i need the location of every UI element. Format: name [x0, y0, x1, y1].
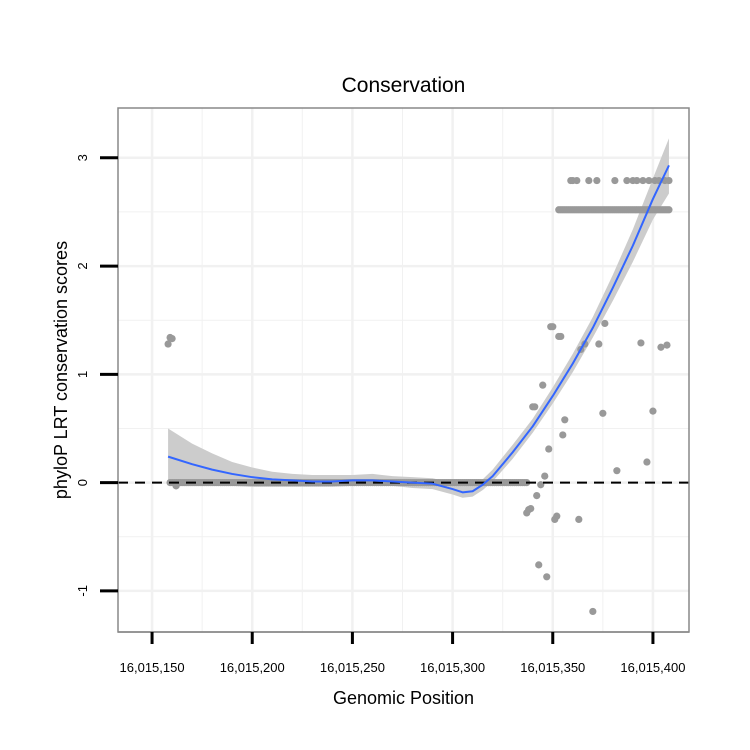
data-point [639, 176, 647, 185]
panel-background [118, 108, 689, 632]
data-point [633, 176, 641, 185]
data-point [663, 341, 671, 349]
data-point [541, 472, 549, 480]
y-tick-label: 0 [75, 479, 90, 486]
data-point [623, 176, 631, 185]
data-point [172, 482, 180, 490]
smooth-line [167, 164, 670, 494]
data-point [527, 504, 535, 513]
data-point [649, 407, 657, 415]
data-point [595, 340, 603, 348]
data-point [657, 343, 665, 351]
y-tick-label: 2 [75, 262, 90, 269]
y-tick-label: 1 [75, 371, 90, 378]
x-axis: 16,015,150 16,015,200 16,015,250 16,015,300… [118, 631, 689, 675]
data-point [643, 458, 651, 466]
plot-panel [117, 107, 690, 633]
x-axis-label: Genomic Position [333, 688, 474, 708]
x-tick-label: 16,015,350 [520, 660, 585, 675]
data-point [561, 416, 569, 424]
y-axis: -1 0 1 2 3 [75, 154, 118, 597]
data-point [665, 206, 673, 214]
data-point [543, 573, 551, 581]
data-point [535, 561, 543, 569]
y-ticks: -1 0 1 2 3 [75, 154, 118, 597]
data-point [601, 319, 609, 328]
data-point [573, 176, 581, 185]
data-point [164, 340, 172, 348]
data-point [545, 445, 553, 453]
x-tick-label: 16,015,300 [420, 660, 485, 675]
data-point [645, 176, 653, 185]
y-tick-label: -1 [75, 585, 90, 597]
x-tick-label: 16,015,250 [320, 660, 385, 675]
y-tick-label: 3 [75, 154, 90, 161]
data-point [637, 339, 645, 347]
data-point [531, 403, 539, 411]
data-point [553, 512, 561, 520]
data-point [557, 332, 565, 341]
x-tick-label: 16,015,150 [120, 660, 185, 675]
x-tick-label: 16,015,400 [620, 660, 685, 675]
data-point [533, 491, 541, 500]
data-point [599, 409, 607, 417]
chart-title: Conservation [342, 74, 466, 97]
y-axis-label: phyloP LRT conservation scores [51, 241, 71, 499]
data-point [665, 176, 673, 185]
data-point [593, 176, 601, 185]
data-point [537, 481, 545, 489]
data-point [585, 176, 593, 185]
x-tick-label: 16,015,200 [220, 660, 285, 675]
data-point [539, 381, 547, 389]
data-point [611, 176, 619, 185]
x-ticks: 16,015,150 16,015,200 16,015,250 16,015,300… [120, 632, 685, 675]
data-point [613, 467, 621, 475]
data-point [549, 323, 557, 331]
data-point [575, 515, 583, 524]
data-point [589, 607, 597, 616]
data-point [559, 431, 567, 439]
data-point [168, 335, 176, 343]
